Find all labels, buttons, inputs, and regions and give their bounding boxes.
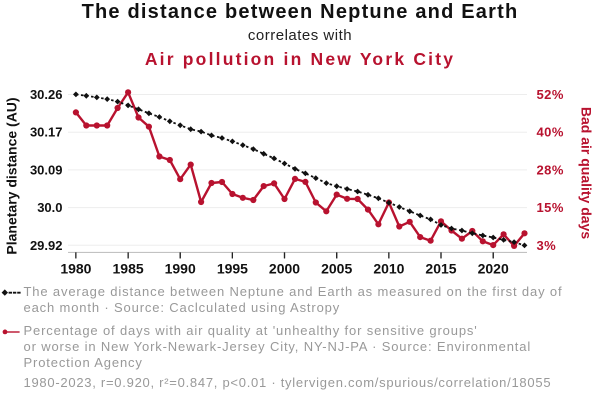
- svg-text:52%: 52%: [537, 87, 564, 102]
- svg-text:40%: 40%: [537, 125, 564, 140]
- svg-text:15%: 15%: [537, 200, 564, 215]
- svg-text:2020: 2020: [478, 261, 509, 277]
- svg-text:2015: 2015: [425, 261, 456, 277]
- svg-text:2000: 2000: [269, 261, 300, 277]
- svg-text:30.26: 30.26: [30, 87, 63, 102]
- svg-text:29.92: 29.92: [30, 238, 63, 253]
- svg-text:2005: 2005: [321, 261, 352, 277]
- svg-text:2010: 2010: [373, 261, 404, 277]
- svg-text:Bad air quality days: Bad air quality days: [579, 107, 595, 239]
- svg-text:1985: 1985: [113, 261, 144, 277]
- svg-text:1990: 1990: [165, 261, 196, 277]
- svg-text:30.17: 30.17: [30, 125, 63, 140]
- svg-text:3%: 3%: [537, 238, 557, 253]
- svg-text:1995: 1995: [217, 261, 248, 277]
- svg-text:Planetary distance (AU): Planetary distance (AU): [4, 97, 20, 254]
- svg-text:28%: 28%: [537, 162, 564, 177]
- svg-text:30.09: 30.09: [30, 162, 63, 177]
- svg-text:30.0: 30.0: [37, 200, 62, 215]
- svg-text:1980: 1980: [60, 261, 91, 277]
